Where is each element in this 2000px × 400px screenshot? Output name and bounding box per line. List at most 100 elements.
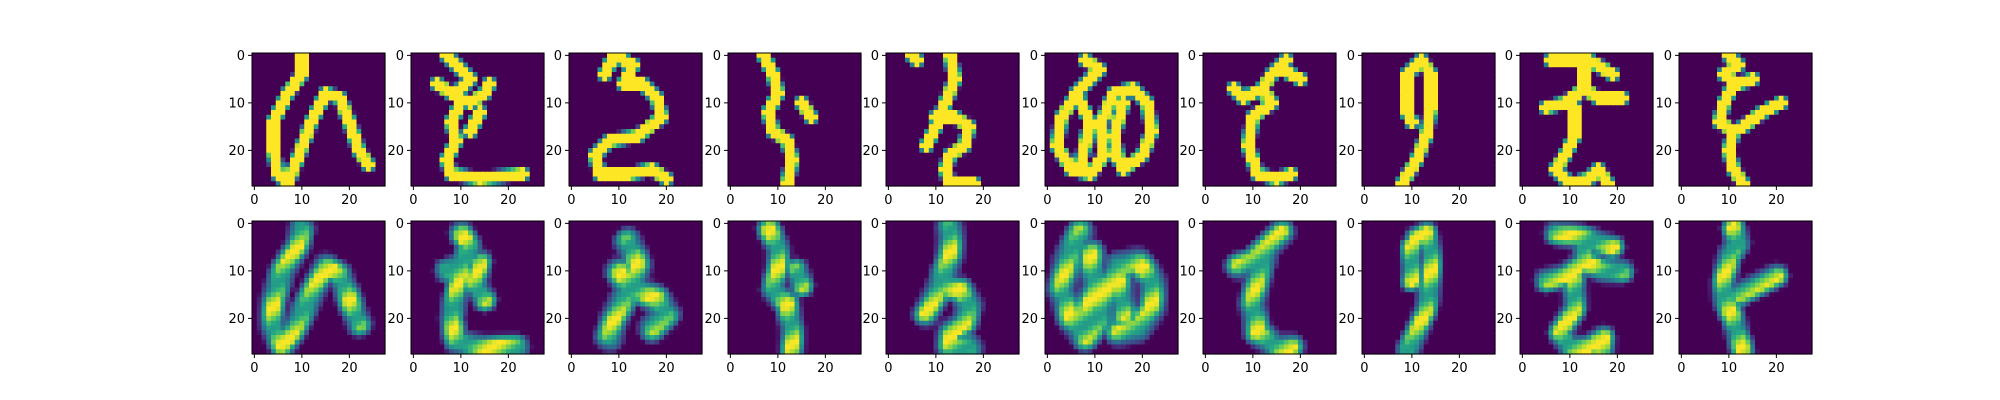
image-reconstruction-2 bbox=[411, 221, 545, 355]
subplot-original-5: 0 10 20 0 10 20 bbox=[862, 49, 1020, 208]
subplot-original-7: 0 10 20 0 10 20 bbox=[1179, 49, 1337, 208]
y-tick-label: 20 bbox=[1338, 312, 1355, 327]
x-tick-label: 20 bbox=[975, 193, 992, 208]
x-tick-label: 20 bbox=[1451, 361, 1468, 376]
y-tick-label: 10 bbox=[1021, 96, 1038, 111]
x-tick-label: 10 bbox=[1087, 193, 1104, 208]
axes-frame bbox=[885, 220, 1020, 355]
x-tick-label: 10 bbox=[294, 361, 311, 376]
y-tick-label: 0 bbox=[713, 49, 721, 64]
x-tick-label: 20 bbox=[817, 193, 834, 208]
x-tick-label: 20 bbox=[658, 361, 675, 376]
y-tick-label: 0 bbox=[1505, 217, 1513, 232]
y-tick-label: 0 bbox=[396, 217, 404, 232]
y-tick-label: 10 bbox=[1338, 96, 1355, 111]
y-tick-label: 0 bbox=[1030, 49, 1038, 64]
x-tick-label: 20 bbox=[975, 361, 992, 376]
y-tick-label: 10 bbox=[228, 264, 245, 279]
y-tick-label: 0 bbox=[871, 217, 879, 232]
y-tick-label: 20 bbox=[1179, 144, 1196, 159]
subplot-reconstruction-4: 0 10 20 0 10 20 bbox=[704, 217, 862, 376]
y-tick-label: 20 bbox=[228, 144, 245, 159]
x-tick-label: 0 bbox=[1677, 193, 1685, 208]
axes-frame bbox=[1202, 220, 1337, 355]
image-reconstruction-10 bbox=[1679, 221, 1813, 355]
image-original-5 bbox=[886, 53, 1020, 187]
y-tick-label: 10 bbox=[1179, 96, 1196, 111]
x-tick-label: 10 bbox=[611, 361, 628, 376]
y-tick-label: 10 bbox=[545, 264, 562, 279]
y-tick-label: 20 bbox=[862, 312, 879, 327]
axes-frame bbox=[1678, 220, 1813, 355]
x-tick-label: 20 bbox=[1609, 361, 1626, 376]
x-tick-label: 20 bbox=[1609, 193, 1626, 208]
x-tick-label: 20 bbox=[500, 193, 517, 208]
subplot-reconstruction-2: 0 10 20 0 10 20 bbox=[387, 217, 545, 376]
axes-frame bbox=[885, 52, 1020, 187]
y-tick-label: 0 bbox=[1188, 217, 1196, 232]
x-tick-label: 0 bbox=[884, 361, 892, 376]
y-tick-label: 20 bbox=[1655, 312, 1672, 327]
x-tick-label: 10 bbox=[1562, 193, 1579, 208]
x-tick-label: 10 bbox=[1245, 193, 1262, 208]
x-tick-label: 20 bbox=[1134, 361, 1151, 376]
x-tick-label: 0 bbox=[1518, 193, 1526, 208]
subplot-original-10: 0 10 20 0 10 20 bbox=[1655, 49, 1813, 208]
subplot-reconstruction-7: 0 10 20 0 10 20 bbox=[1179, 217, 1337, 376]
subplot-reconstruction-9: 0 10 20 0 10 20 bbox=[1496, 217, 1654, 376]
x-tick-label: 20 bbox=[341, 361, 358, 376]
image-reconstruction-5 bbox=[886, 221, 1020, 355]
y-tick-label: 0 bbox=[1505, 49, 1513, 64]
axes-frame bbox=[1678, 52, 1813, 187]
x-tick-label: 10 bbox=[453, 361, 470, 376]
axes-frame bbox=[251, 52, 386, 187]
axes-frame bbox=[1202, 52, 1337, 187]
x-tick-label: 0 bbox=[884, 193, 892, 208]
subplot-reconstruction-6: 0 10 20 0 10 20 bbox=[1021, 217, 1179, 376]
x-tick-label: 10 bbox=[770, 193, 787, 208]
x-tick-label: 10 bbox=[294, 193, 311, 208]
y-tick-label: 10 bbox=[1496, 264, 1513, 279]
x-tick-label: 20 bbox=[1292, 193, 1309, 208]
y-tick-label: 20 bbox=[862, 144, 879, 159]
y-tick-label: 20 bbox=[545, 312, 562, 327]
image-reconstruction-6 bbox=[1045, 221, 1179, 355]
x-tick-label: 10 bbox=[1087, 361, 1104, 376]
subplot-original-4: 0 10 20 0 10 20 bbox=[704, 49, 862, 208]
x-tick-label: 0 bbox=[250, 361, 258, 376]
y-tick-label: 0 bbox=[1347, 217, 1355, 232]
x-tick-label: 10 bbox=[1721, 361, 1738, 376]
y-tick-label: 20 bbox=[1338, 144, 1355, 159]
y-tick-label: 0 bbox=[1188, 49, 1196, 64]
y-tick-label: 20 bbox=[1496, 144, 1513, 159]
x-tick-label: 20 bbox=[817, 361, 834, 376]
image-reconstruction-9 bbox=[1520, 221, 1654, 355]
x-tick-label: 0 bbox=[1360, 193, 1368, 208]
image-original-10 bbox=[1679, 53, 1813, 187]
y-tick-label: 10 bbox=[387, 264, 404, 279]
x-tick-label: 20 bbox=[1768, 193, 1785, 208]
axes-frame bbox=[727, 220, 862, 355]
y-tick-label: 10 bbox=[704, 96, 721, 111]
y-tick-label: 20 bbox=[704, 144, 721, 159]
y-tick-label: 0 bbox=[713, 217, 721, 232]
x-tick-label: 20 bbox=[658, 193, 675, 208]
axes-frame bbox=[1044, 220, 1179, 355]
image-original-2 bbox=[411, 53, 545, 187]
subplot-original-2: 0 10 20 0 10 20 bbox=[387, 49, 545, 208]
image-original-1 bbox=[252, 53, 386, 187]
y-tick-label: 10 bbox=[704, 264, 721, 279]
image-original-3 bbox=[569, 53, 703, 187]
y-tick-label: 0 bbox=[1347, 49, 1355, 64]
y-tick-label: 10 bbox=[1338, 264, 1355, 279]
axes-frame bbox=[410, 52, 545, 187]
y-tick-label: 10 bbox=[1179, 264, 1196, 279]
image-reconstruction-3 bbox=[569, 221, 703, 355]
subplot-original-9: 0 10 20 0 10 20 bbox=[1496, 49, 1654, 208]
x-tick-label: 0 bbox=[1360, 361, 1368, 376]
y-tick-label: 10 bbox=[1655, 264, 1672, 279]
subplot-panels: 0 10 20 0 10 20 0 10 20 0 10 20 0 10 20 0 10 20 0 10 20 0 10 20… bbox=[228, 49, 1813, 376]
image-original-4 bbox=[728, 53, 862, 187]
y-tick-label: 20 bbox=[1021, 312, 1038, 327]
